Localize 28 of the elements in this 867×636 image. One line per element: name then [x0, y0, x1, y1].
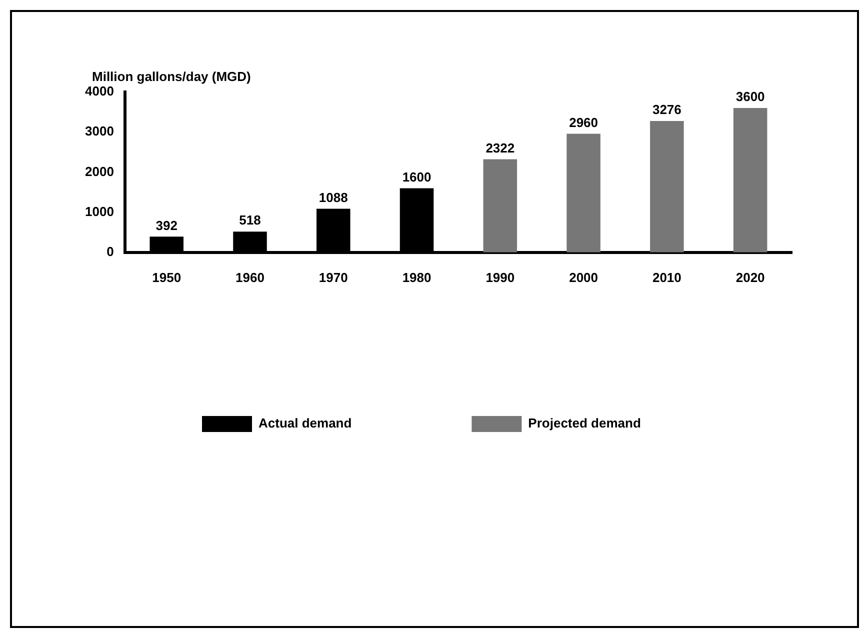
y-tick-label: 2000 [85, 164, 114, 179]
data-label: 2322 [486, 140, 515, 156]
x-tick-label: 2010 [652, 270, 682, 285]
x-tick-label: 2000 [569, 270, 598, 285]
x-tick-label: 1980 [402, 270, 432, 285]
x-tick-label: 1950 [152, 270, 182, 285]
x-tick-label: 1970 [318, 270, 348, 285]
legend-label: Projected demand [528, 416, 641, 431]
x-tick-label: 1990 [486, 270, 515, 285]
data-label: 2960 [569, 114, 598, 130]
data-label: 3276 [652, 102, 682, 118]
bar [650, 121, 684, 252]
data-label: 1088 [318, 190, 348, 205]
x-tick-label: 2020 [736, 270, 765, 285]
bar [566, 134, 600, 252]
y-axis-title: Million gallons/day (MGD) [92, 69, 251, 84]
y-tick-label: 0 [106, 244, 114, 259]
y-tick-label: 3000 [85, 124, 114, 139]
data-label: 1600 [402, 169, 432, 184]
data-label: 392 [156, 218, 178, 233]
y-tick-label: 4000 [85, 84, 114, 99]
x-tick-label: 1960 [236, 270, 264, 285]
data-label: 518 [239, 212, 261, 228]
bar [733, 108, 768, 252]
data-label: 3600 [736, 89, 765, 104]
y-tick-label: 1000 [85, 204, 114, 219]
legend-label: Actual demand [258, 416, 352, 431]
bar [483, 159, 518, 252]
